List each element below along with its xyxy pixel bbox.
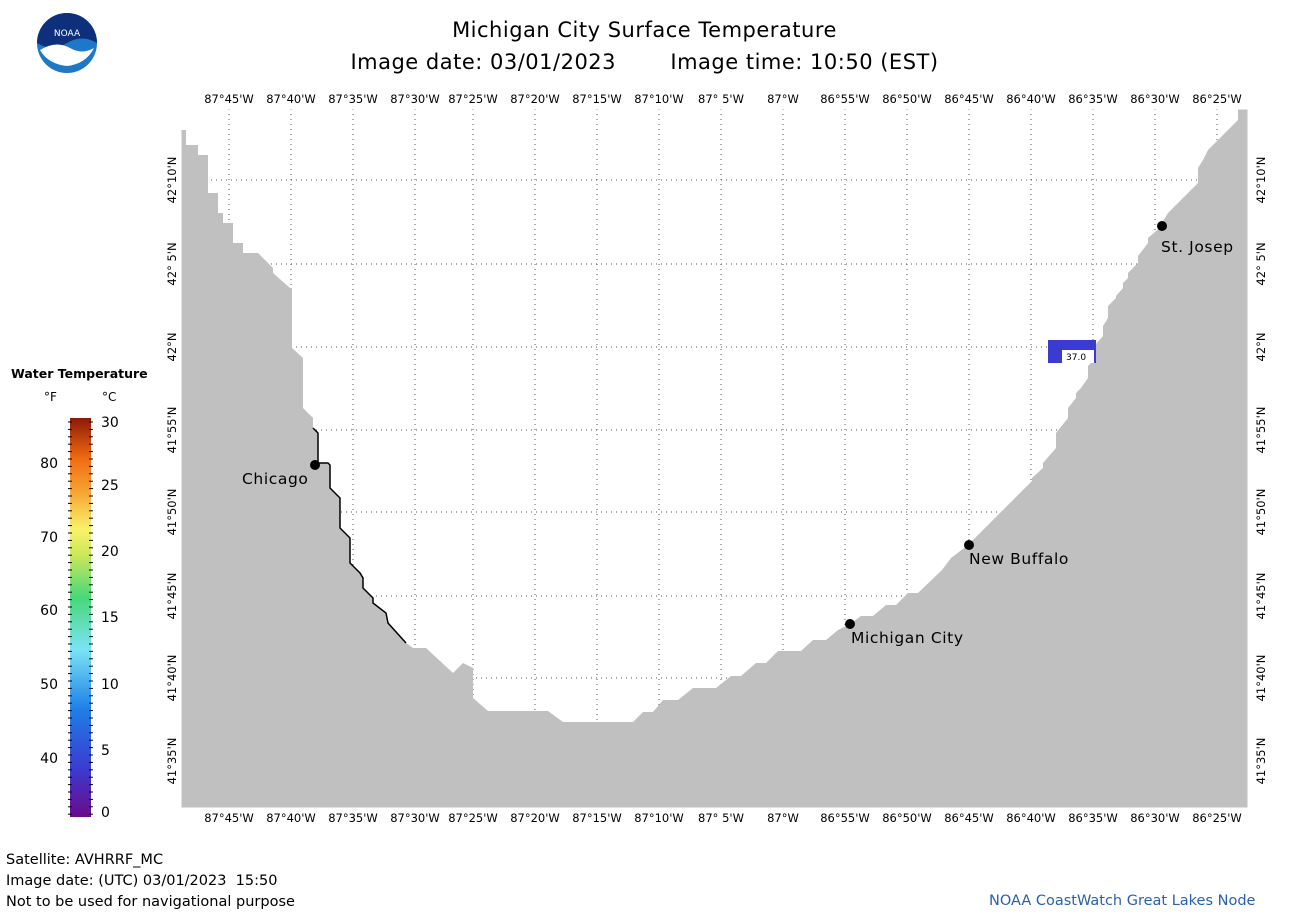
- latitude-label: 41°45'N: [165, 573, 179, 620]
- longitude-label: 86°50'W: [882, 92, 932, 106]
- temperature-sample-value: 37.0: [1066, 353, 1086, 363]
- longitude-label: 87° 5'W: [698, 92, 744, 106]
- longitude-label: 86°45'W: [944, 92, 994, 106]
- image-time: Image time: 10:50 (EST): [670, 50, 939, 74]
- latitude-label: 42°N: [1254, 333, 1268, 362]
- shoreline: [312, 427, 407, 644]
- latitude-label: 42°10'N: [165, 157, 179, 204]
- longitude-label: 86°25'W: [1192, 92, 1242, 106]
- longitude-label: 86°35'W: [1068, 92, 1118, 106]
- city-label-michigan-city: Michigan City: [851, 629, 964, 647]
- temperature-sample-box: [1062, 350, 1094, 363]
- longitude-label: 87°45'W: [204, 811, 254, 825]
- shoreline-path: [312, 427, 407, 644]
- city-label-st-joseph: St. Josep: [1161, 238, 1234, 256]
- latitude-label: 42°N: [165, 333, 179, 362]
- longitude-label: 86°30'W: [1130, 811, 1180, 825]
- longitude-label: 87°20'W: [510, 811, 560, 825]
- michigan-city-marker: [845, 619, 855, 629]
- legend-f-tick: 40: [40, 751, 58, 767]
- legend-f-tick: 80: [40, 456, 58, 472]
- longitude-label: 87°10'W: [634, 92, 684, 106]
- longitude-labels: 87°45'W 87°45'W 87°40'W 87°40'W 87°35'W 87°35…: [204, 92, 1242, 825]
- noaa-logo: NOAA: [37, 13, 97, 73]
- longitude-label: 87°10'W: [634, 811, 684, 825]
- longitude-label: 87°40'W: [266, 811, 316, 825]
- legend-c-tick: 5: [101, 743, 110, 759]
- longitude-label: 87°35'W: [328, 811, 378, 825]
- longitude-label: 87°40'W: [266, 92, 316, 106]
- latitude-label: 41°40'N: [165, 655, 179, 702]
- legend-c-tick: 15: [101, 610, 119, 626]
- legend-title: Water Temperature: [11, 366, 148, 381]
- image-date: Image date: 03/01/2023: [350, 50, 617, 74]
- longitude-label: 87°25'W: [448, 92, 498, 106]
- footer-credit: NOAA CoastWatch Great Lakes Node: [989, 893, 1256, 909]
- legend-f-tick: 50: [40, 677, 58, 693]
- longitude-label: 87°30'W: [390, 811, 440, 825]
- footer-utc-date: Image date: (UTC) 03/01/2023 15:50: [6, 873, 278, 889]
- latitude-label: 41°40'N: [1254, 655, 1268, 702]
- longitude-label: 87°15'W: [572, 92, 622, 106]
- image-datetime: Image date: 03/01/2023 Image time: 10:50…: [0, 50, 1289, 74]
- longitude-label: 87°25'W: [448, 811, 498, 825]
- longitude-label: 87°W: [767, 92, 799, 106]
- latitude-label: 42° 5'N: [165, 242, 179, 285]
- latitude-label: 41°50'N: [165, 489, 179, 536]
- longitude-label: 87°30'W: [390, 92, 440, 106]
- latitude-label: 41°50'N: [1254, 489, 1268, 536]
- longitude-label: 87°20'W: [510, 92, 560, 106]
- legend-c-tick: 25: [101, 478, 119, 494]
- chicago-marker: [310, 460, 320, 470]
- latitude-label: 41°55'N: [1254, 407, 1268, 454]
- legend-c-tick: 30: [101, 415, 119, 431]
- longitude-label: 86°55'W: [820, 92, 870, 106]
- longitude-label: 86°55'W: [820, 811, 870, 825]
- st-joseph-marker: [1157, 221, 1167, 231]
- footer-satellite: Satellite: AVHRRF_MC: [6, 852, 164, 868]
- latitude-label: 42° 5'N: [1254, 242, 1268, 285]
- longitude-label: 86°40'W: [1006, 811, 1056, 825]
- longitude-label: 87°15'W: [572, 811, 622, 825]
- map-frame: [180, 108, 1249, 809]
- latitude-label: 41°45'N: [1254, 573, 1268, 620]
- city-label-new-buffalo: New Buffalo: [969, 550, 1069, 568]
- longitude-label: 87°45'W: [204, 92, 254, 106]
- longitude-label: 86°40'W: [1006, 92, 1056, 106]
- longitude-label: 86°45'W: [944, 811, 994, 825]
- legend-f-tick: 60: [40, 603, 58, 619]
- longitude-label: 87°W: [767, 811, 799, 825]
- longitude-label: 86°25'W: [1192, 811, 1242, 825]
- latitude-label: 42°10'N: [1254, 157, 1268, 204]
- longitude-label: 87°35'W: [328, 92, 378, 106]
- legend-c-tick: 0: [101, 805, 110, 821]
- map-title: Michigan City Surface Temperature: [452, 18, 837, 42]
- latitude-label: 41°55'N: [165, 407, 179, 454]
- legend-unit-fahrenheit: °F: [44, 390, 57, 404]
- legend-color-bar: [70, 418, 91, 817]
- latitude-label: 41°35'N: [165, 738, 179, 785]
- legend-f-tick: 70: [40, 530, 58, 546]
- longitude-label: 86°50'W: [882, 811, 932, 825]
- legend-c-tick: 20: [101, 544, 119, 560]
- logo-text: NOAA: [54, 29, 81, 39]
- latitude-labels: 42°10'N 42°10'N 42° 5'N 42° 5'N 42°N 42°N 41°5…: [165, 157, 1268, 785]
- longitude-label: 86°35'W: [1068, 811, 1118, 825]
- footer-warning: Not to be used for navigational purpose: [6, 894, 295, 910]
- legend-unit-celsius: °C: [102, 390, 117, 404]
- legend-c-tick: 10: [101, 677, 119, 693]
- longitude-label: 86°30'W: [1130, 92, 1180, 106]
- longitude-label: 87° 5'W: [698, 811, 744, 825]
- land-west: [181, 109, 1248, 808]
- new-buffalo-marker: [964, 540, 974, 550]
- latitude-label: 41°35'N: [1254, 738, 1268, 785]
- city-label-chicago: Chicago: [242, 470, 309, 488]
